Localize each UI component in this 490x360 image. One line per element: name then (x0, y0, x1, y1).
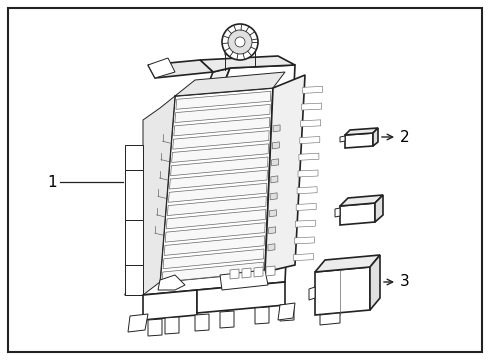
Polygon shape (255, 307, 269, 324)
Polygon shape (165, 223, 265, 242)
Circle shape (228, 30, 252, 54)
Polygon shape (165, 317, 179, 334)
Polygon shape (143, 290, 197, 320)
Polygon shape (128, 314, 148, 332)
Polygon shape (373, 128, 378, 146)
Polygon shape (300, 136, 320, 144)
Polygon shape (280, 304, 294, 321)
Polygon shape (125, 68, 230, 295)
Polygon shape (271, 159, 279, 166)
Polygon shape (269, 227, 276, 234)
Polygon shape (230, 269, 239, 279)
Text: 2: 2 (400, 130, 410, 144)
Polygon shape (168, 197, 266, 216)
Polygon shape (271, 176, 278, 183)
Polygon shape (175, 72, 285, 96)
Polygon shape (195, 314, 209, 331)
Polygon shape (166, 210, 266, 229)
Polygon shape (299, 153, 319, 160)
Polygon shape (242, 268, 251, 278)
Polygon shape (302, 86, 322, 93)
Polygon shape (309, 287, 315, 300)
Polygon shape (164, 236, 265, 256)
Polygon shape (301, 120, 321, 127)
Polygon shape (125, 170, 143, 220)
Polygon shape (278, 303, 295, 320)
Text: 3: 3 (400, 274, 410, 289)
Polygon shape (143, 96, 175, 295)
Circle shape (235, 37, 245, 47)
Polygon shape (268, 244, 275, 251)
Polygon shape (125, 265, 143, 295)
Polygon shape (340, 136, 345, 142)
Polygon shape (172, 144, 269, 162)
Polygon shape (315, 255, 380, 272)
Polygon shape (175, 104, 270, 122)
Polygon shape (297, 187, 317, 194)
Circle shape (222, 24, 258, 60)
Polygon shape (148, 319, 162, 336)
Polygon shape (302, 103, 321, 110)
Text: 1: 1 (47, 175, 57, 189)
Polygon shape (170, 170, 268, 189)
Polygon shape (220, 311, 234, 328)
Polygon shape (197, 282, 285, 313)
Polygon shape (143, 65, 295, 295)
Polygon shape (296, 203, 316, 211)
Polygon shape (158, 275, 185, 290)
Polygon shape (171, 157, 268, 176)
Polygon shape (298, 170, 318, 177)
Polygon shape (345, 133, 373, 148)
Polygon shape (294, 254, 314, 261)
Polygon shape (174, 118, 270, 136)
Polygon shape (125, 220, 143, 265)
Polygon shape (320, 313, 340, 325)
Polygon shape (270, 210, 276, 217)
Polygon shape (370, 255, 380, 310)
Polygon shape (163, 249, 264, 269)
Polygon shape (295, 220, 315, 227)
Polygon shape (270, 193, 277, 200)
Polygon shape (162, 262, 264, 282)
Polygon shape (273, 125, 280, 132)
Polygon shape (160, 88, 273, 282)
Polygon shape (225, 32, 255, 55)
Polygon shape (340, 195, 383, 206)
Polygon shape (125, 145, 143, 170)
Polygon shape (220, 270, 268, 290)
Polygon shape (272, 142, 279, 149)
Polygon shape (176, 91, 271, 109)
Polygon shape (315, 267, 370, 315)
Polygon shape (200, 56, 295, 72)
Polygon shape (345, 128, 378, 135)
Polygon shape (169, 183, 267, 202)
Polygon shape (340, 203, 375, 225)
Polygon shape (148, 60, 213, 78)
Polygon shape (254, 267, 263, 277)
Polygon shape (294, 237, 315, 244)
Polygon shape (265, 75, 305, 272)
Polygon shape (148, 58, 175, 78)
Polygon shape (266, 266, 275, 276)
Polygon shape (375, 195, 383, 222)
Polygon shape (172, 131, 269, 149)
Polygon shape (335, 208, 340, 217)
